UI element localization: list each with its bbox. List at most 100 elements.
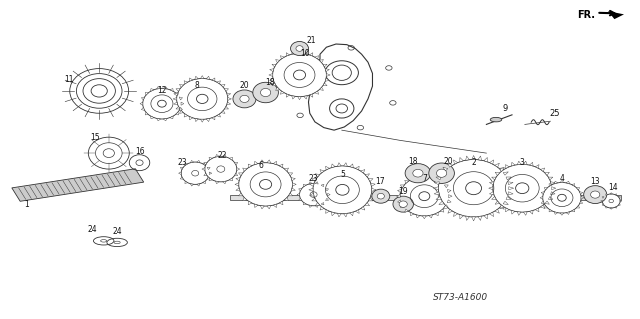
Polygon shape [179, 108, 182, 110]
Ellipse shape [377, 193, 385, 199]
Polygon shape [548, 177, 553, 180]
Text: 12: 12 [157, 86, 166, 95]
Polygon shape [170, 89, 173, 91]
Polygon shape [273, 161, 277, 165]
Polygon shape [248, 201, 252, 205]
Polygon shape [349, 164, 353, 167]
Ellipse shape [143, 88, 181, 119]
Text: 23: 23 [177, 158, 188, 167]
Polygon shape [541, 168, 545, 172]
Polygon shape [179, 85, 183, 87]
Polygon shape [400, 205, 404, 207]
Polygon shape [495, 209, 499, 213]
Polygon shape [297, 193, 300, 196]
Polygon shape [180, 177, 183, 179]
Polygon shape [292, 183, 296, 186]
Polygon shape [312, 179, 316, 182]
Text: 10: 10 [300, 49, 310, 58]
Polygon shape [492, 177, 496, 180]
Polygon shape [495, 201, 500, 204]
Ellipse shape [100, 240, 107, 242]
Text: 21: 21 [307, 36, 316, 45]
Polygon shape [614, 194, 617, 196]
Polygon shape [316, 174, 320, 177]
Polygon shape [499, 205, 504, 209]
Polygon shape [489, 187, 493, 190]
Polygon shape [175, 112, 179, 115]
Polygon shape [12, 169, 144, 201]
Polygon shape [163, 86, 167, 89]
Polygon shape [608, 11, 624, 19]
Polygon shape [315, 205, 318, 207]
Polygon shape [174, 93, 178, 96]
Polygon shape [337, 213, 341, 217]
Polygon shape [549, 209, 552, 212]
Text: 7: 7 [422, 174, 427, 182]
Polygon shape [145, 93, 148, 95]
Polygon shape [524, 161, 527, 165]
Ellipse shape [399, 201, 407, 207]
Polygon shape [279, 201, 283, 205]
Text: 19: 19 [398, 187, 408, 196]
Polygon shape [235, 183, 239, 186]
Polygon shape [326, 189, 328, 191]
Polygon shape [227, 102, 230, 105]
Polygon shape [577, 188, 580, 190]
Polygon shape [157, 86, 161, 89]
Polygon shape [492, 197, 496, 199]
Polygon shape [355, 210, 359, 213]
Polygon shape [433, 187, 438, 190]
Ellipse shape [313, 166, 372, 214]
Text: 14: 14 [608, 183, 618, 192]
Polygon shape [299, 189, 301, 191]
Polygon shape [310, 94, 313, 97]
Polygon shape [495, 172, 500, 175]
Polygon shape [279, 164, 283, 167]
Text: 15: 15 [90, 133, 100, 142]
Polygon shape [191, 184, 194, 186]
Polygon shape [439, 172, 444, 175]
Polygon shape [484, 158, 487, 162]
Polygon shape [150, 89, 154, 91]
Polygon shape [602, 197, 604, 198]
Polygon shape [292, 96, 295, 99]
Polygon shape [552, 187, 556, 190]
Polygon shape [436, 177, 441, 180]
Polygon shape [434, 192, 439, 195]
Polygon shape [267, 206, 271, 209]
Polygon shape [371, 183, 375, 186]
Text: 2: 2 [471, 158, 476, 167]
Polygon shape [529, 162, 533, 166]
Text: 5: 5 [340, 170, 345, 179]
Polygon shape [150, 116, 154, 119]
Polygon shape [207, 177, 210, 179]
Polygon shape [176, 89, 180, 91]
Polygon shape [243, 197, 247, 201]
Polygon shape [602, 204, 604, 205]
Polygon shape [141, 108, 145, 110]
Polygon shape [221, 110, 225, 113]
Polygon shape [303, 203, 306, 205]
Polygon shape [572, 209, 575, 212]
Polygon shape [503, 172, 508, 175]
Polygon shape [243, 168, 247, 171]
Polygon shape [410, 177, 414, 180]
Text: 1: 1 [24, 200, 29, 209]
Polygon shape [298, 50, 301, 53]
Polygon shape [434, 182, 439, 185]
Text: 8: 8 [195, 81, 200, 90]
Polygon shape [216, 154, 219, 157]
Polygon shape [448, 209, 452, 213]
Ellipse shape [240, 95, 249, 102]
Polygon shape [310, 183, 314, 186]
Polygon shape [550, 192, 555, 195]
Text: 6: 6 [259, 161, 264, 170]
Polygon shape [448, 163, 452, 167]
Polygon shape [610, 193, 612, 194]
Polygon shape [140, 102, 143, 105]
Polygon shape [299, 198, 301, 201]
Polygon shape [435, 212, 438, 216]
Polygon shape [284, 168, 289, 171]
Polygon shape [328, 193, 330, 196]
Ellipse shape [332, 65, 351, 80]
